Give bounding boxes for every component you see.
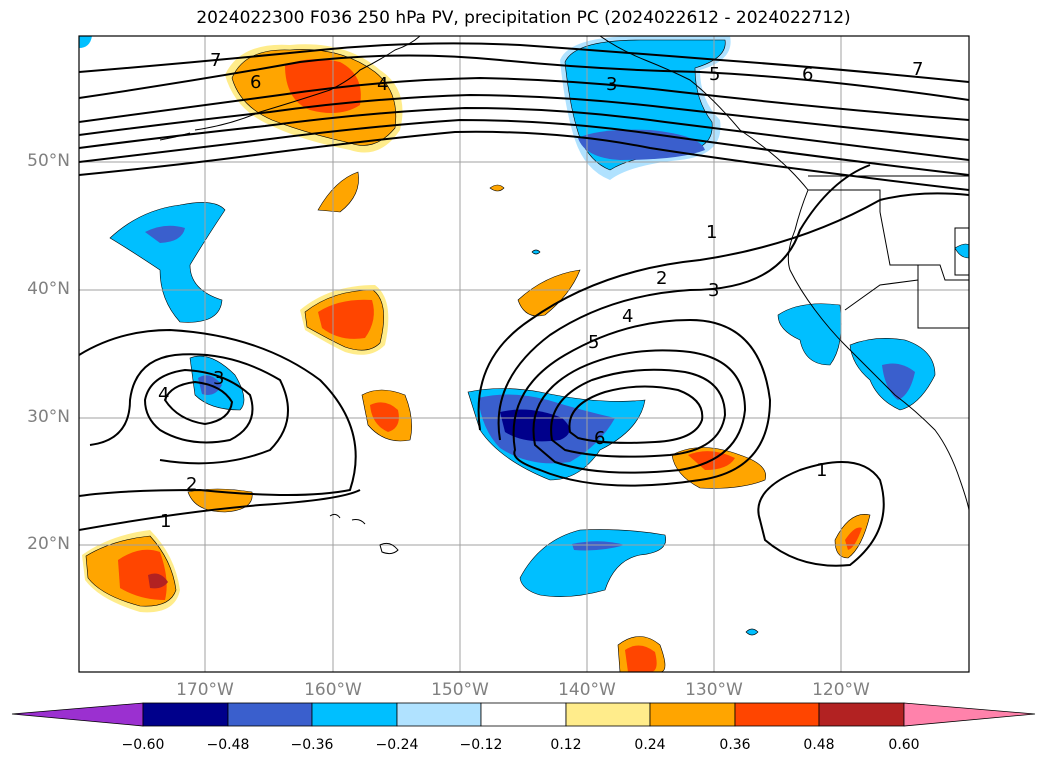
colorbar-label: 0.12 bbox=[550, 737, 582, 753]
colorbar-label: 0.24 bbox=[634, 737, 666, 753]
contour-label: 3 bbox=[606, 74, 617, 95]
contour-label: 7 bbox=[210, 50, 221, 71]
map-plot-area: 7 6 4 3 5 6 7 1 2 3 4 5 6 1 3 4 2 1 bbox=[79, 36, 969, 672]
colorbar-label: −0.48 bbox=[206, 737, 250, 753]
contour-label: 7 bbox=[912, 59, 923, 80]
contour-label: 2 bbox=[656, 268, 667, 289]
lon-tick-label: 130°W bbox=[685, 680, 743, 700]
contour-label: 5 bbox=[588, 332, 599, 353]
map-frame bbox=[78, 35, 970, 673]
contour-label: 3 bbox=[213, 368, 224, 389]
contour-label: 4 bbox=[158, 384, 169, 405]
contour-labels: 7 6 4 3 5 6 7 1 2 3 4 5 6 1 3 4 2 1 bbox=[158, 50, 923, 532]
contour-label: 4 bbox=[622, 306, 633, 327]
lon-tick-label: 150°W bbox=[431, 680, 489, 700]
lat-tick-label: 30°N bbox=[27, 407, 70, 427]
contour-label: 5 bbox=[709, 64, 720, 85]
lon-tick-label: 170°W bbox=[176, 680, 234, 700]
contour-label: 2 bbox=[186, 474, 197, 495]
contour-label: 1 bbox=[160, 511, 171, 532]
colorbar-label: −0.24 bbox=[375, 737, 419, 753]
pv-contours bbox=[79, 42, 969, 567]
contour-label: 4 bbox=[377, 74, 388, 95]
contour-label: 1 bbox=[816, 460, 827, 481]
lat-tick-label: 40°N bbox=[27, 279, 70, 299]
contour-label: 1 bbox=[706, 222, 717, 243]
colorbar-extend-high bbox=[903, 702, 1036, 727]
lon-tick-label: 140°W bbox=[558, 680, 616, 700]
lat-tick-label: 20°N bbox=[27, 534, 70, 554]
contour-label: 6 bbox=[250, 72, 261, 93]
contour-label: 6 bbox=[594, 428, 605, 449]
lon-tick-label: 120°W bbox=[812, 680, 870, 700]
contour-label: 6 bbox=[802, 64, 813, 85]
contour-label: 3 bbox=[708, 280, 719, 301]
map-title: 2024022300 F036 250 hPa PV, precipitatio… bbox=[196, 8, 851, 28]
lon-tick-label: 160°W bbox=[304, 680, 362, 700]
colorbar-label: 0.48 bbox=[803, 737, 835, 753]
colorbar-extend-low bbox=[11, 702, 144, 727]
colorbar-label: 0.36 bbox=[719, 737, 751, 753]
colorbar-label: −0.12 bbox=[459, 737, 503, 753]
graticule bbox=[79, 36, 969, 672]
lat-tick-label: 50°N bbox=[27, 151, 70, 171]
colorbar-label: −0.60 bbox=[121, 737, 165, 753]
colorbar bbox=[11, 702, 1036, 727]
colorbar-label: −0.36 bbox=[290, 737, 334, 753]
colorbar-label: 0.60 bbox=[888, 737, 920, 753]
coastlines bbox=[159, 36, 969, 555]
